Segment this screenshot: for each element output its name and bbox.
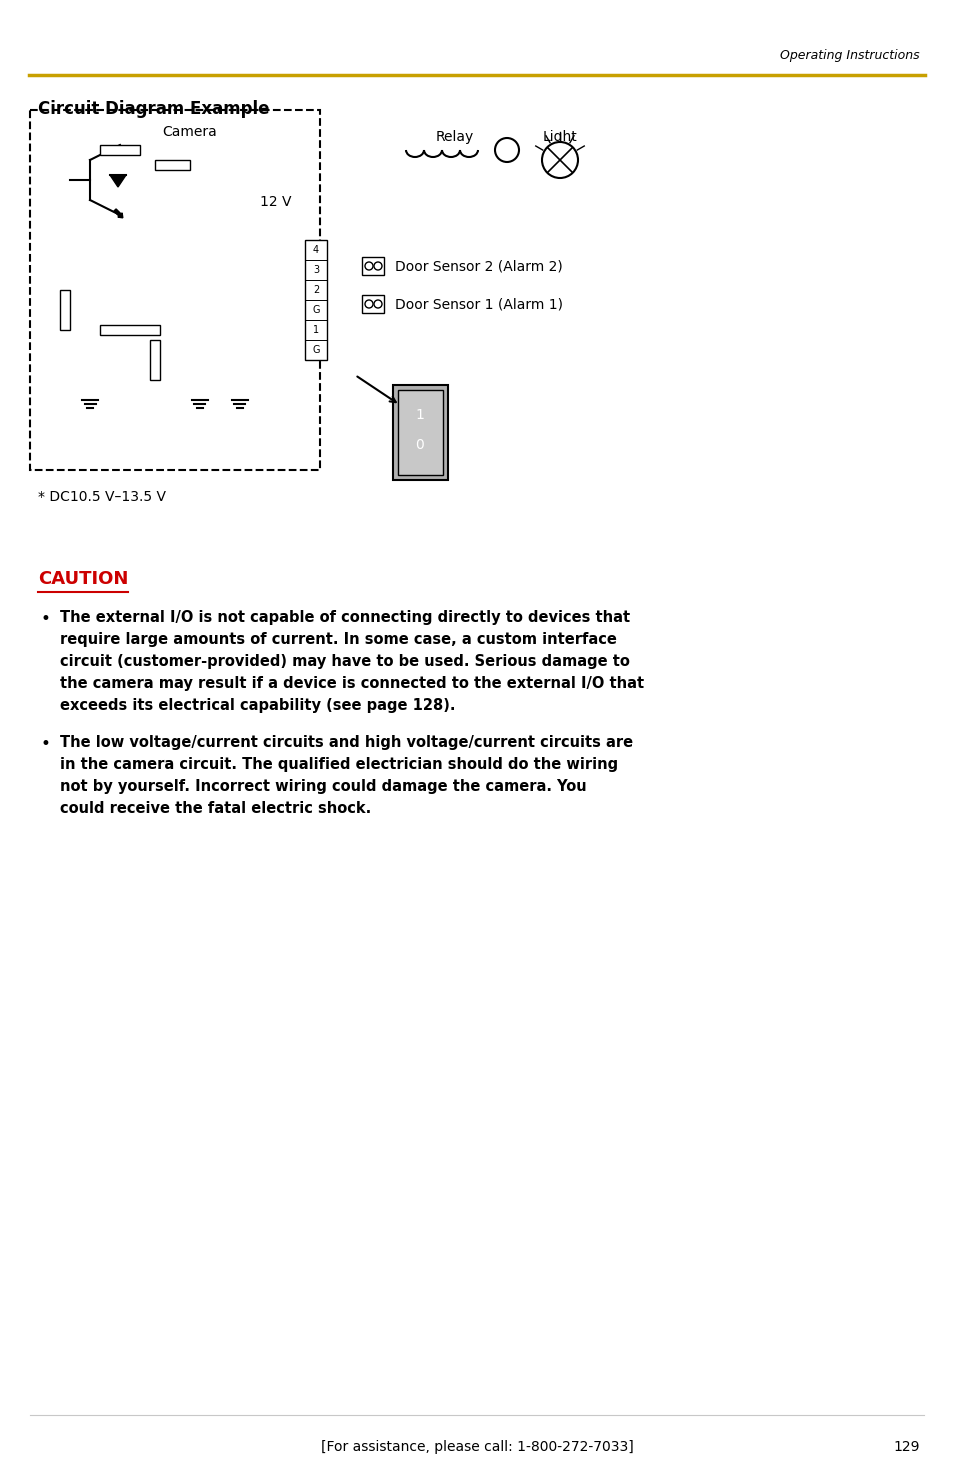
Circle shape	[365, 299, 373, 308]
FancyArrow shape	[113, 209, 123, 218]
Bar	[361, 295, 384, 313]
Text: G: G	[312, 305, 319, 316]
Text: could receive the fatal electric shock.: could receive the fatal electric shock.	[60, 801, 371, 816]
Text: not by yourself. Incorrect wiring could damage the camera. You: not by yourself. Incorrect wiring could …	[60, 779, 586, 794]
Text: •: •	[40, 735, 50, 754]
Text: [For assistance, please call: 1-800-272-7033]: [For assistance, please call: 1-800-272-…	[320, 1440, 633, 1454]
Text: CAUTION: CAUTION	[38, 569, 129, 589]
Text: 1: 1	[313, 324, 318, 335]
Text: 129: 129	[893, 1440, 919, 1454]
Text: 2: 2	[313, 285, 319, 295]
Text: G: G	[312, 345, 319, 355]
Bar	[305, 240, 327, 360]
Text: exceeds its electrical capability (see page 128).: exceeds its electrical capability (see p…	[60, 698, 455, 712]
Text: The low voltage/current circuits and high voltage/current circuits are: The low voltage/current circuits and hig…	[60, 735, 633, 749]
Text: Operating Instructions: Operating Instructions	[780, 49, 919, 62]
Text: Camera: Camera	[162, 125, 217, 139]
Text: require large amounts of current. In some case, a custom interface: require large amounts of current. In som…	[60, 631, 617, 648]
Text: Relay: Relay	[436, 130, 474, 145]
Text: 3: 3	[313, 266, 318, 274]
Circle shape	[495, 139, 518, 162]
Text: * DC10.5 V–13.5 V: * DC10.5 V–13.5 V	[38, 490, 166, 504]
Circle shape	[374, 299, 381, 308]
Bar	[100, 145, 140, 155]
Text: 4: 4	[313, 245, 318, 255]
Bar	[397, 389, 442, 475]
Text: Circuit Diagram Example: Circuit Diagram Example	[38, 100, 269, 118]
Text: circuit (customer-provided) may have to be used. Serious damage to: circuit (customer-provided) may have to …	[60, 653, 629, 670]
Bar	[361, 257, 384, 274]
Circle shape	[365, 263, 373, 270]
Text: The external I/O is not capable of connecting directly to devices that: The external I/O is not capable of conne…	[60, 611, 630, 625]
Text: the camera may result if a device is connected to the external I/O that: the camera may result if a device is con…	[60, 676, 643, 690]
Text: 1: 1	[416, 409, 424, 422]
Text: 0: 0	[416, 438, 424, 451]
Text: •: •	[40, 611, 50, 628]
Text: Door Sensor 2 (Alarm 2): Door Sensor 2 (Alarm 2)	[395, 260, 562, 274]
Text: 12 V: 12 V	[260, 195, 292, 209]
Circle shape	[541, 142, 578, 178]
Text: Door Sensor 1 (Alarm 1): Door Sensor 1 (Alarm 1)	[395, 298, 562, 313]
Polygon shape	[110, 176, 126, 187]
Text: in the camera circuit. The qualified electrician should do the wiring: in the camera circuit. The qualified ele…	[60, 757, 618, 771]
Bar	[60, 291, 70, 330]
Bar	[150, 341, 160, 381]
Bar	[393, 385, 448, 479]
Circle shape	[374, 263, 381, 270]
Bar	[154, 159, 190, 170]
Bar	[100, 324, 160, 335]
Text: Light: Light	[542, 130, 577, 145]
